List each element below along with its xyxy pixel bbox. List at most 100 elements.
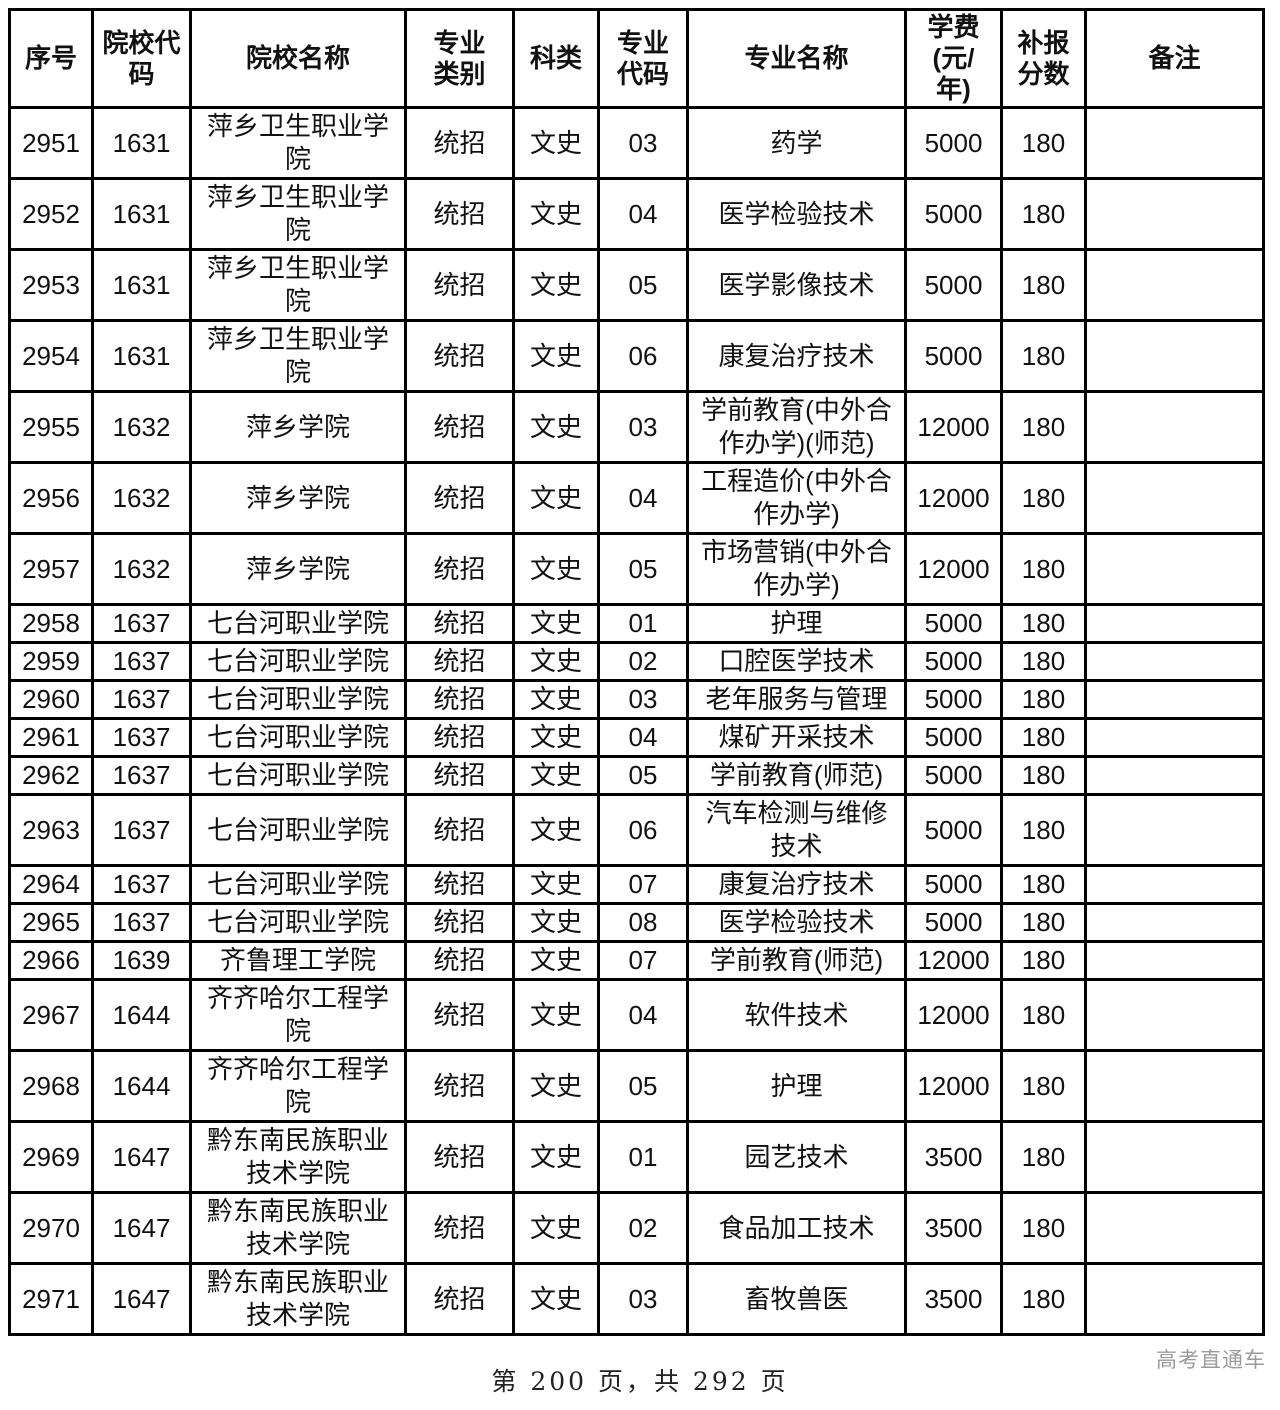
cell-subject-type: 文史 — [512, 1191, 600, 1265]
cell-school-code: 1644 — [91, 978, 192, 1052]
cell-school-code: 1631 — [91, 106, 192, 180]
cell-makeup-score: 180 — [1000, 679, 1087, 720]
table-row: 2959 1637 七台河职业学院 统招 文史 02 口腔医学技术 5000 180 — [8, 641, 1265, 682]
cell-tuition: 12000 — [904, 978, 1003, 1052]
cell-major-name: 煤矿开采技术 — [686, 717, 907, 758]
cell-remark — [1084, 940, 1265, 981]
cell-school-code: 1637 — [91, 603, 192, 644]
column-header-subject-type: 科类 — [512, 8, 600, 109]
cell-makeup-score: 180 — [1000, 461, 1087, 535]
cell-school-name: 七台河职业学院 — [189, 864, 407, 905]
cell-major-category: 统招 — [404, 679, 515, 720]
cell-tuition: 5000 — [904, 177, 1003, 251]
cell-subject-type: 文史 — [512, 248, 600, 322]
cell-remark — [1084, 532, 1265, 606]
cell-makeup-score: 180 — [1000, 177, 1087, 251]
cell-makeup-score: 180 — [1000, 902, 1087, 943]
cell-seq: 2960 — [8, 679, 94, 720]
cell-seq: 2961 — [8, 717, 94, 758]
cell-school-code: 1631 — [91, 177, 192, 251]
cell-tuition: 5000 — [904, 902, 1003, 943]
cell-makeup-score: 180 — [1000, 978, 1087, 1052]
cell-makeup-score: 180 — [1000, 1120, 1087, 1194]
table-row: 2970 1647 黔东南民族职业技术学院 统招 文史 02 食品加工技术 3500 180 — [8, 1191, 1265, 1265]
table-row: 2951 1631 萍乡卫生职业学院 统招 文史 03 药学 5000 180 — [8, 106, 1265, 180]
cell-makeup-score: 180 — [1000, 1262, 1087, 1336]
cell-subject-type: 文史 — [512, 532, 600, 606]
cell-school-code: 1631 — [91, 248, 192, 322]
cell-subject-type: 文史 — [512, 177, 600, 251]
cell-makeup-score: 180 — [1000, 940, 1087, 981]
cell-major-category: 统招 — [404, 940, 515, 981]
cell-tuition: 5000 — [904, 248, 1003, 322]
cell-major-name: 护理 — [686, 603, 907, 644]
column-header-seq: 序号 — [8, 8, 94, 109]
cell-makeup-score: 180 — [1000, 106, 1087, 180]
table-row: 2958 1637 七台河职业学院 统招 文史 01 护理 5000 180 — [8, 603, 1265, 644]
cell-major-category: 统招 — [404, 1049, 515, 1123]
cell-school-name: 萍乡学院 — [189, 461, 407, 535]
cell-remark — [1084, 603, 1265, 644]
cell-tuition: 5000 — [904, 641, 1003, 682]
cell-school-name: 萍乡卫生职业学院 — [189, 177, 407, 251]
cell-school-name: 萍乡卫生职业学院 — [189, 106, 407, 180]
cell-makeup-score: 180 — [1000, 248, 1087, 322]
cell-remark — [1084, 1191, 1265, 1265]
cell-major-code: 01 — [597, 603, 689, 644]
cell-remark — [1084, 248, 1265, 322]
column-header-major-name: 专业名称 — [686, 8, 907, 109]
cell-major-category: 统招 — [404, 717, 515, 758]
cell-major-code: 07 — [597, 864, 689, 905]
cell-school-code: 1647 — [91, 1262, 192, 1336]
cell-major-category: 统招 — [404, 793, 515, 867]
cell-major-category: 统招 — [404, 641, 515, 682]
column-header-school-code: 院校代 码 — [91, 8, 192, 109]
cell-seq: 2951 — [8, 106, 94, 180]
cell-school-code: 1637 — [91, 902, 192, 943]
cell-major-category: 统招 — [404, 390, 515, 464]
cell-seq: 2965 — [8, 902, 94, 943]
cell-major-name: 园艺技术 — [686, 1120, 907, 1194]
cell-school-code: 1637 — [91, 864, 192, 905]
cell-major-category: 统招 — [404, 1262, 515, 1336]
cell-seq: 2968 — [8, 1049, 94, 1123]
cell-school-code: 1647 — [91, 1191, 192, 1265]
cell-school-name: 七台河职业学院 — [189, 902, 407, 943]
cell-major-category: 统招 — [404, 532, 515, 606]
cell-school-code: 1639 — [91, 940, 192, 981]
table-row: 2957 1632 萍乡学院 统招 文史 05 市场营销(中外合作办学) 12000 180 — [8, 532, 1265, 606]
cell-tuition: 12000 — [904, 461, 1003, 535]
cell-major-code: 04 — [597, 717, 689, 758]
cell-school-name: 萍乡学院 — [189, 532, 407, 606]
cell-major-name: 老年服务与管理 — [686, 679, 907, 720]
table-header-row: 序号 院校代 码院校名称 专业 类别 科类 专业 代码 专业名称 学费 (元/ 年) 补报 分… — [8, 8, 1265, 109]
cell-makeup-score: 180 — [1000, 717, 1087, 758]
cell-seq: 2963 — [8, 793, 94, 867]
cell-tuition: 5000 — [904, 106, 1003, 180]
cell-tuition: 5000 — [904, 717, 1003, 758]
cell-makeup-score: 180 — [1000, 390, 1087, 464]
cell-tuition: 12000 — [904, 532, 1003, 606]
cell-remark — [1084, 717, 1265, 758]
cell-subject-type: 文史 — [512, 978, 600, 1052]
cell-seq: 2962 — [8, 755, 94, 796]
cell-tuition: 5000 — [904, 864, 1003, 905]
cell-major-category: 统招 — [404, 1120, 515, 1194]
cell-seq: 2954 — [8, 319, 94, 393]
cell-seq: 2955 — [8, 390, 94, 464]
cell-remark — [1084, 793, 1265, 867]
cell-remark — [1084, 1120, 1265, 1194]
cell-remark — [1084, 1049, 1265, 1123]
cell-school-code: 1637 — [91, 793, 192, 867]
cell-seq: 2964 — [8, 864, 94, 905]
cell-major-category: 统招 — [404, 603, 515, 644]
cell-remark — [1084, 461, 1265, 535]
cell-school-name: 七台河职业学院 — [189, 793, 407, 867]
table-row: 2968 1644 齐齐哈尔工程学院 统招 文史 05 护理 12000 180 — [8, 1049, 1265, 1123]
cell-seq: 2957 — [8, 532, 94, 606]
table-row: 2966 1639 齐鲁理工学院 统招 文史 07 学前教育(师范) 12000 180 — [8, 940, 1265, 981]
cell-seq: 2971 — [8, 1262, 94, 1336]
cell-seq: 2970 — [8, 1191, 94, 1265]
table-row: 2971 1647 黔东南民族职业技术学院 统招 文史 03 畜牧兽医 3500 180 — [8, 1262, 1265, 1336]
cell-major-category: 统招 — [404, 106, 515, 180]
